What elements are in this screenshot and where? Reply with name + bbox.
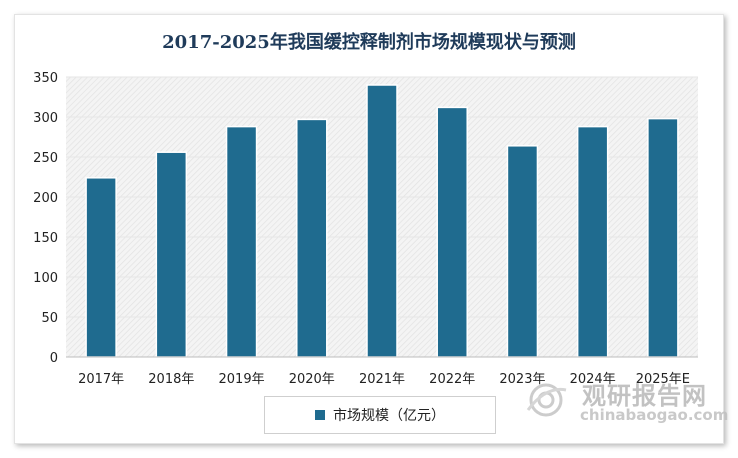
legend-label: 市场规模（亿元） (333, 408, 445, 424)
y-tick-label: 0 (50, 351, 58, 366)
bar (296, 118, 328, 358)
x-tick-label: 2022年 (429, 372, 475, 387)
x-tick-label: 2019年 (219, 372, 265, 387)
bar (436, 106, 468, 358)
x-tick-label: 2023年 (499, 372, 545, 387)
bar (366, 84, 398, 358)
bar (506, 145, 539, 358)
y-tick-label: 300 (33, 111, 58, 126)
bar (85, 177, 117, 358)
y-tick-label: 50 (41, 311, 58, 326)
x-tick-label: 2020年 (289, 372, 335, 387)
bar (647, 117, 679, 358)
x-tick-label: 2021年 (359, 372, 405, 387)
bar (155, 151, 188, 358)
y-tick-label: 350 (33, 71, 58, 86)
x-tick-label: 2018年 (148, 372, 194, 387)
x-tick-label: 2024年 (570, 372, 616, 387)
y-tick-label: 250 (33, 151, 58, 166)
x-tick-label: 2025年E (636, 372, 690, 387)
chart-title: 2017-2025年我国缓控释制剂市场规模现状与预测 (162, 32, 576, 53)
legend-swatch (315, 410, 325, 420)
watermark: 观研报告网 chinabaogao.com (518, 376, 728, 426)
bar (576, 125, 609, 358)
watermark-logo-icon (526, 383, 567, 417)
y-tick-label: 100 (33, 271, 58, 286)
legend: 市场规模（亿元） (264, 396, 496, 434)
y-tick-label: 150 (33, 231, 58, 246)
y-tick-label: 200 (33, 191, 58, 206)
watermark-cn: 观研报告网 (582, 382, 707, 410)
x-tick-label: 2017年 (78, 372, 124, 387)
bar (225, 125, 258, 358)
watermark-en: chinabaogao.com (580, 406, 729, 424)
